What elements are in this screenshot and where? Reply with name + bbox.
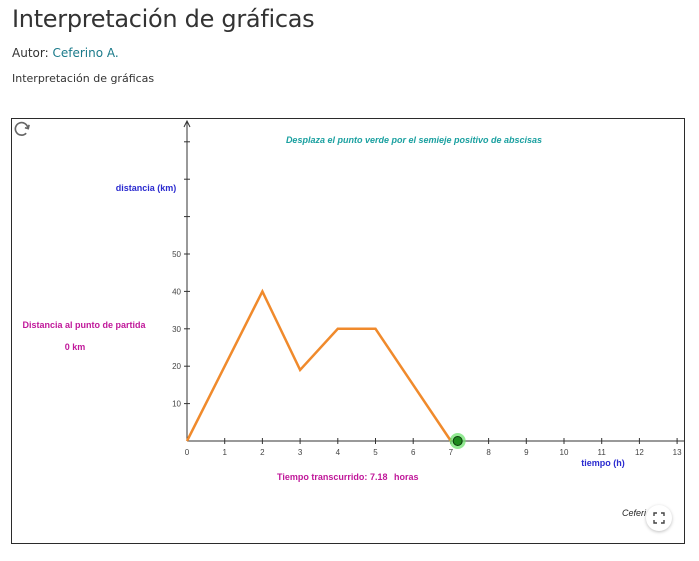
x-axis-label: tiempo (h): [581, 458, 625, 468]
instruction-text: Desplaza el punto verde por el semieje p…: [286, 135, 542, 145]
distance-label: Distancia al punto de partida: [22, 320, 146, 330]
author-link[interactable]: Ceferino A.: [52, 46, 119, 60]
x-tick-label: 12: [635, 448, 644, 457]
author-label: Autor:: [12, 46, 49, 60]
distance-value: 0 km: [65, 342, 86, 352]
y-axis-arrow: [183, 119, 191, 128]
x-tick-label: 3: [298, 448, 303, 457]
green-point[interactable]: [452, 436, 463, 446]
x-tick-label: 4: [336, 448, 341, 457]
x-tick-label: 2: [260, 448, 265, 457]
author-line: Autor: Ceferino A.: [12, 46, 119, 60]
x-tick-label: 6: [411, 448, 416, 457]
elapsed-label: Tiempo transcurrido:: [277, 472, 367, 482]
x-tick-label: 1: [222, 448, 227, 457]
elapsed-value: 7.18: [370, 472, 388, 482]
x-tick-label: 11: [598, 448, 607, 457]
y-axis-label: distancia (km): [116, 183, 177, 193]
y-tick-label: 10: [172, 400, 181, 409]
credit-text: Ceferi: [621, 508, 646, 518]
x-tick-label: 5: [373, 448, 378, 457]
page-description: Interpretación de gráficas: [12, 72, 155, 85]
y-tick-label: 50: [172, 250, 181, 259]
geogebra-applet[interactable]: 0 1 2 3 4 5 6 7 8 9 10 11 12 13 10 20 30 40 50 Desplaza el …: [11, 118, 685, 544]
x-tick-label: 8: [486, 448, 491, 457]
y-tick-label: 40: [172, 287, 181, 296]
x-tick-label: 9: [524, 448, 529, 457]
x-tick-label: 0: [185, 448, 190, 457]
page-title: Interpretación de gráficas: [12, 5, 315, 33]
y-tick-label: 30: [172, 325, 181, 334]
x-tick-label: 10: [560, 448, 569, 457]
fullscreen-button[interactable]: [646, 505, 672, 531]
reset-icon[interactable]: [12, 119, 32, 139]
x-tick-label: 7: [449, 448, 454, 457]
elapsed-unit: horas: [394, 472, 419, 482]
y-tick-label: 20: [172, 362, 181, 371]
fullscreen-icon: [653, 512, 665, 524]
x-tick-label: 13: [673, 448, 682, 457]
distance-time-line: [185, 288, 452, 442]
